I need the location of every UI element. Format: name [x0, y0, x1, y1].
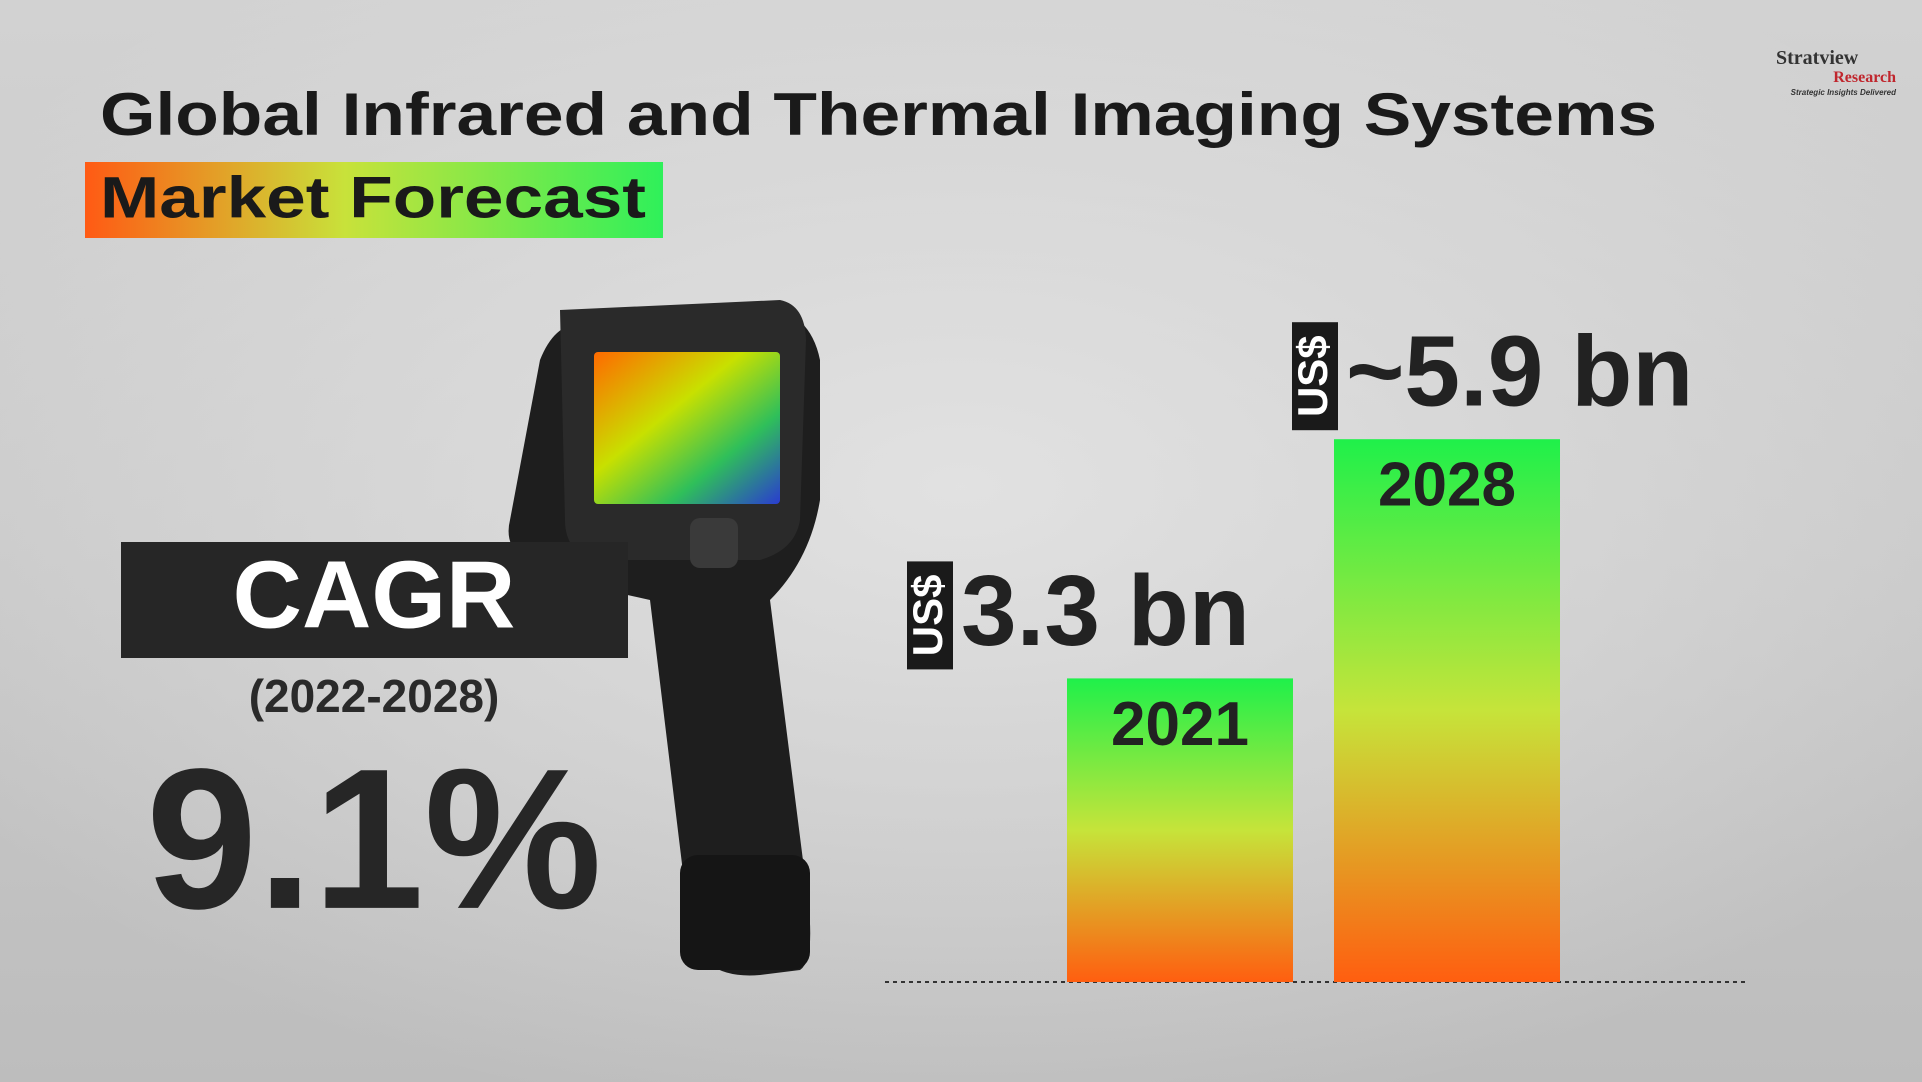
cagr-box [121, 542, 628, 658]
value-label: 3.3 bn [961, 555, 1250, 667]
currency-box [1292, 322, 1338, 431]
cagr-period: (2022-2028) [249, 670, 500, 722]
cagr-label: CAGR [233, 541, 516, 648]
logo: Stratview Research Strategic Insights De… [1776, 47, 1897, 97]
logo-sub: Research [1833, 69, 1896, 86]
subtitle: Market Forecast [100, 165, 646, 230]
category-label: 2021 [1111, 690, 1249, 759]
logo-tagline: Strategic Insights Delivered [1791, 88, 1897, 97]
subtitle-box [85, 162, 663, 238]
bar [1067, 678, 1293, 982]
value-label: ~5.9 bn [1346, 316, 1693, 428]
cagr-value: 9.1% [146, 728, 602, 951]
currency-label: US$ [904, 575, 951, 657]
thermal-camera [508, 300, 820, 976]
bar [1334, 439, 1560, 982]
category-label: 2028 [1378, 451, 1516, 520]
currency-label: US$ [1289, 335, 1336, 417]
currency-box [907, 561, 953, 670]
title: Global Infrared and Thermal Imaging Syst… [100, 81, 1657, 148]
logo-name: Stratview [1776, 47, 1859, 69]
